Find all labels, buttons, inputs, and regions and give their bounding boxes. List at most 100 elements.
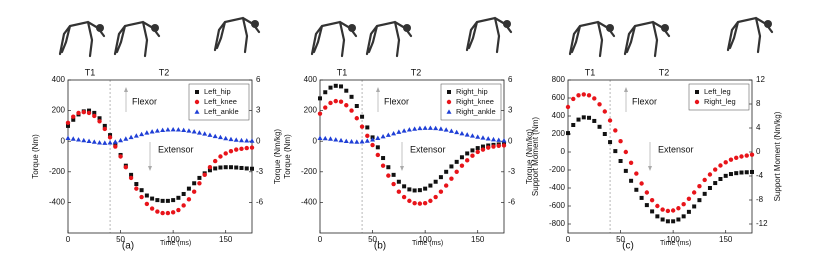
y-tick-label: 0 (561, 147, 566, 156)
marker (160, 198, 165, 203)
marker (213, 158, 218, 164)
marker (97, 119, 102, 124)
marker (192, 181, 197, 186)
marker (155, 209, 160, 214)
marker (728, 157, 734, 162)
phase-label: T2 (659, 67, 670, 77)
marker (386, 165, 391, 170)
marker (665, 219, 670, 224)
marker (333, 98, 338, 104)
marker (702, 177, 707, 183)
y-axis-label: Support Moment (Nm) (531, 117, 540, 196)
marker (433, 125, 439, 131)
annotation-arrowhead (124, 87, 128, 92)
marker (344, 88, 349, 93)
marker (102, 123, 107, 128)
marker (112, 139, 118, 144)
marker (196, 130, 202, 135)
marker (202, 172, 207, 178)
y2-tick-label: 0 (256, 136, 261, 145)
marker (343, 138, 349, 143)
marker (475, 146, 480, 151)
marker (92, 113, 97, 119)
legend-marker (447, 90, 451, 94)
marker (686, 196, 692, 201)
marker (322, 135, 328, 141)
marker (465, 151, 470, 156)
panel-label: (c) (622, 241, 634, 252)
marker (417, 125, 423, 131)
marker (323, 105, 328, 110)
marker (587, 115, 592, 120)
marker (328, 100, 333, 106)
y-tick-label: 400 (304, 75, 318, 84)
marker (470, 153, 475, 158)
legend-marker (695, 90, 699, 94)
marker (144, 201, 150, 207)
marker (629, 178, 634, 183)
marker (354, 104, 359, 109)
x-axis-label: Time (ms) (412, 240, 443, 247)
marker (576, 117, 581, 122)
marker (613, 128, 618, 133)
marker (244, 166, 249, 171)
annotation: Flexor (384, 96, 409, 106)
marker (449, 164, 454, 169)
marker (134, 182, 139, 187)
marker (391, 181, 396, 187)
marker (218, 165, 223, 170)
y-tick-label: -200 (549, 165, 566, 174)
marker (422, 125, 428, 130)
marker (150, 196, 155, 201)
y2-tick-label: 4 (756, 123, 761, 132)
marker (496, 137, 502, 142)
marker (639, 195, 644, 200)
marker (365, 125, 370, 130)
y-tick-label: 200 (552, 129, 566, 138)
marker (670, 208, 676, 213)
annotation-arrowhead (624, 87, 628, 92)
annotation: Flexor (632, 96, 657, 106)
y-tick-label: -200 (49, 167, 66, 176)
y2-axis-label: Torque (Nm/kg) (273, 129, 282, 184)
x-tick-label: 150 (719, 235, 733, 244)
marker (81, 137, 87, 143)
marker (385, 132, 391, 137)
marker (139, 131, 145, 137)
y-tick-label: -400 (49, 198, 66, 207)
x-tick-label: 0 (318, 235, 323, 244)
marker (454, 159, 459, 164)
marker (639, 181, 644, 186)
series (566, 115, 754, 224)
annotation: Extensor (158, 144, 194, 154)
marker (160, 127, 166, 132)
marker (602, 132, 607, 136)
y2-tick-label: -6 (508, 198, 516, 207)
marker (176, 207, 181, 213)
marker (118, 154, 123, 159)
marker (608, 140, 613, 145)
marker (454, 169, 459, 174)
marker (485, 136, 491, 141)
marker (396, 179, 401, 184)
y-tick-label: 600 (552, 93, 566, 102)
marker (586, 93, 592, 98)
annotation-arrowhead (648, 166, 652, 171)
marker (691, 190, 697, 195)
legend-label: Left_knee (204, 97, 237, 106)
y-axis-label: Torque (Nm) (31, 134, 40, 179)
marker (438, 175, 443, 180)
legend-marker (446, 109, 452, 114)
marker (618, 159, 623, 163)
marker (718, 163, 723, 168)
marker (238, 137, 244, 143)
marker (649, 197, 655, 203)
marker (176, 195, 181, 200)
marker (486, 145, 491, 150)
marker (438, 189, 444, 194)
marker (396, 189, 402, 194)
marker (139, 194, 144, 200)
marker (464, 132, 470, 137)
marker (660, 217, 665, 222)
marker (181, 203, 186, 208)
